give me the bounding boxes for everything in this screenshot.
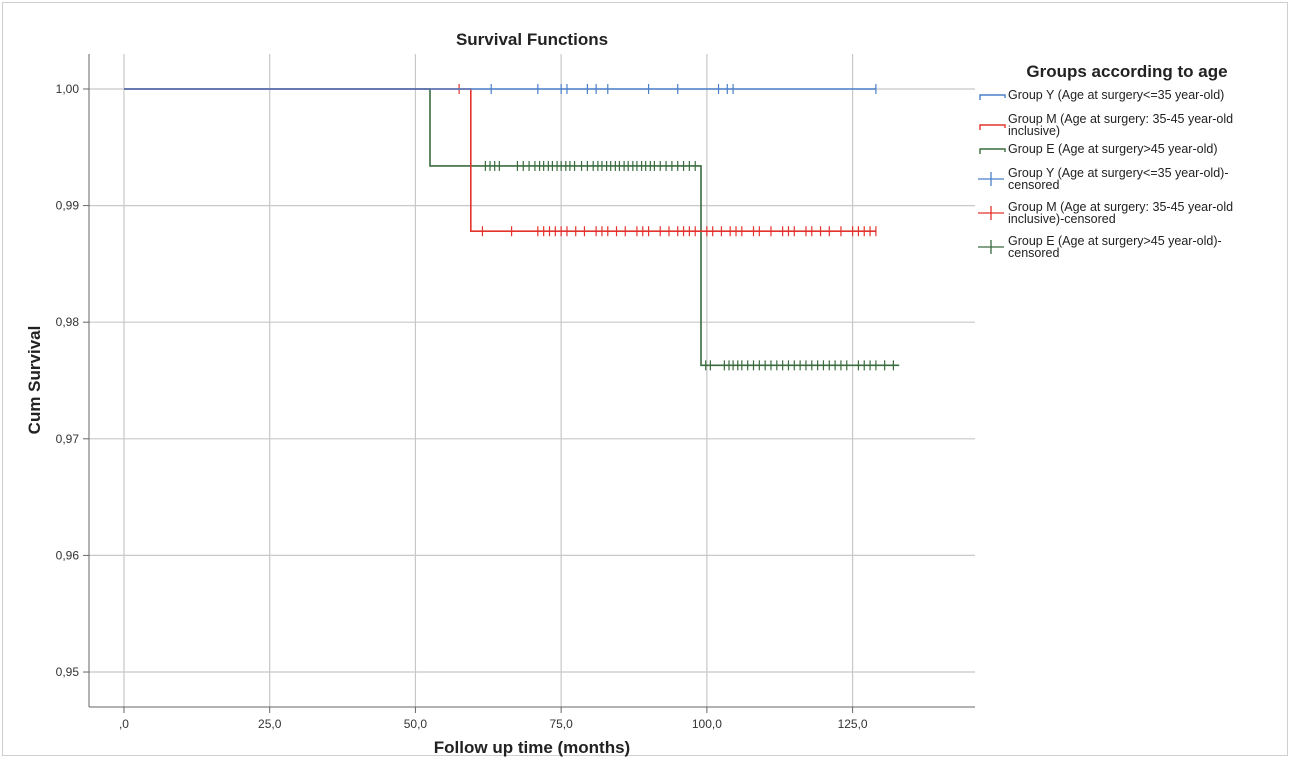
x-tick-label: 50,0 (404, 717, 428, 731)
legend-entry: Group E (Age at surgery>45 year-old) (979, 142, 1217, 156)
legend-line-swatch (979, 94, 1006, 100)
legend-label: Group E (Age at surgery>45 year-old) (1008, 142, 1217, 156)
y-tick-label: 0,98 (56, 315, 80, 329)
legend-label: Group M (Age at surgery: 35-45 year-old i… (1008, 112, 1233, 138)
y-tick-label: 0,95 (56, 665, 80, 679)
y-tick-label: 1,00 (56, 82, 80, 96)
x-tick-label: 25,0 (258, 717, 282, 731)
legend-label-line: inclusive) (1008, 124, 1060, 138)
legend-label-line: Group M (Age at surgery: 35-45 year-old (1008, 200, 1233, 214)
y-tick-label: 0,99 (56, 199, 80, 213)
y-tick-label: 0,96 (56, 548, 80, 562)
legend-line-swatch (979, 124, 1006, 130)
legend-entry: Group M (Age at surgery: 35-45 year-old i… (978, 200, 1233, 226)
x-tick-label: ,0 (119, 717, 129, 731)
x-axis-label: Follow up time (months) (434, 738, 630, 757)
y-tick-label: 0,97 (56, 432, 80, 446)
legend-label: Group E (Age at surgery>45 year-old)-cen… (1008, 234, 1222, 260)
legend-label: Group Y (Age at surgery<=35 year-old)-ce… (1008, 166, 1229, 192)
legend-line-swatch (979, 148, 1006, 154)
legend-entry: Group Y (Age at surgery<=35 year-old)-ce… (978, 166, 1229, 192)
legend-label-line: Group Y (Age at surgery<=35 year-old)- (1008, 166, 1229, 180)
x-tick-label: 75,0 (549, 717, 573, 731)
legend-title: Groups according to age (1026, 62, 1227, 81)
survival-curve-m (124, 88, 876, 232)
axes (83, 54, 975, 713)
grid-lines (89, 54, 975, 707)
x-tick-label: 125,0 (838, 717, 868, 731)
legend-label-line: inclusive)-censored (1008, 212, 1116, 226)
legend-entry: Group M (Age at surgery: 35-45 year-old i… (979, 112, 1233, 138)
legend-label-line: Group M (Age at surgery: 35-45 year-old (1008, 112, 1233, 126)
legend-label: Group Y (Age at surgery<=35 year-old) (1008, 88, 1224, 102)
x-tick-label: 100,0 (692, 717, 722, 731)
legend-entry: Group E (Age at surgery>45 year-old)-cen… (978, 234, 1222, 260)
survival-curves (124, 83, 900, 371)
legend-label-line: censored (1008, 178, 1059, 192)
legend-entry: Group Y (Age at surgery<=35 year-old) (979, 88, 1224, 102)
legend-label: Group M (Age at surgery: 35-45 year-old i… (1008, 200, 1233, 226)
legend: Group Y (Age at surgery<=35 year-old) Gro… (978, 88, 1233, 260)
y-axis-label: Cum Survival (25, 326, 44, 435)
tick-labels: ,0 25,0 50,0 75,0 100,0 125,0 1,00 0,99 0,98 0,97… (56, 82, 868, 731)
legend-label-line: Group E (Age at surgery>45 year-old)- (1008, 234, 1222, 248)
chart-title: Survival Functions (456, 30, 608, 49)
legend-label-line: censored (1008, 246, 1059, 260)
